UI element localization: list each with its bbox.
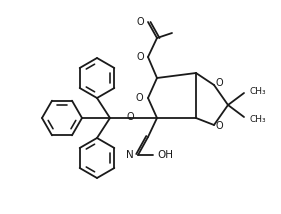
Text: OH: OH: [157, 150, 173, 160]
Text: O: O: [216, 121, 224, 131]
Text: CH₃: CH₃: [250, 114, 267, 123]
Text: O: O: [136, 52, 144, 62]
Text: O: O: [135, 93, 143, 103]
Text: O: O: [136, 17, 144, 27]
Text: O: O: [216, 78, 224, 88]
Text: N: N: [126, 150, 134, 160]
Text: O: O: [126, 112, 134, 122]
Text: CH₃: CH₃: [250, 86, 267, 95]
